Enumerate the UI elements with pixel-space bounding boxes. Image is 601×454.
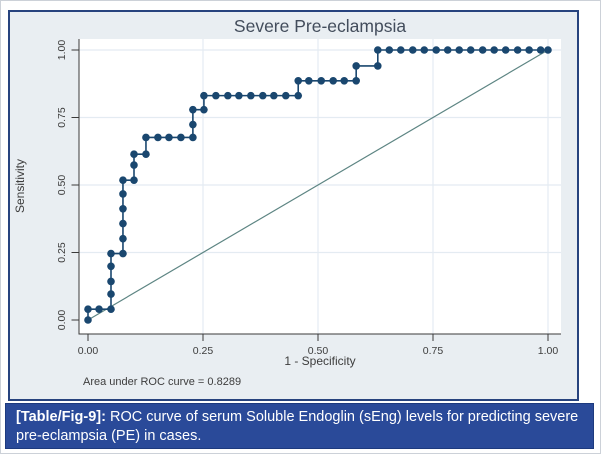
roc-point: [432, 46, 441, 54]
roc-point: [119, 249, 127, 258]
roc-point: [329, 76, 337, 85]
roc-point: [235, 91, 243, 100]
auc-note: Area under ROC curve = 0.8289: [83, 376, 241, 388]
y-tick-label: 1.00: [56, 40, 68, 61]
roc-point: [177, 133, 185, 142]
roc-point: [154, 133, 162, 142]
roc-point: [294, 91, 303, 100]
roc-point: [107, 262, 115, 271]
x-tick-label: 1.00: [538, 345, 559, 357]
roc-point: [544, 46, 552, 54]
roc-point: [455, 46, 464, 54]
x-tick-label: 0.25: [193, 345, 214, 357]
roc-point: [95, 305, 103, 314]
roc-point: [224, 91, 232, 100]
y-axis-title: Sensitivity: [13, 159, 27, 213]
roc-point: [84, 305, 92, 314]
roc-point: [317, 76, 326, 85]
roc-point: [420, 46, 429, 54]
roc-point: [443, 46, 452, 54]
roc-point: [200, 91, 208, 100]
roc-point: [119, 234, 127, 243]
roc-point: [374, 62, 382, 70]
roc-point: [490, 46, 498, 54]
roc-point: [119, 219, 127, 228]
y-tick-label: 0.75: [56, 107, 68, 128]
roc-point: [352, 76, 360, 85]
roc-point: [165, 133, 173, 142]
chart-title: Severe Pre-eclampsia: [234, 16, 406, 36]
figure-caption-text: ROC curve of serum Soluble Endoglin (sEn…: [16, 409, 579, 445]
roc-point: [119, 176, 127, 184]
roc-point: [119, 190, 127, 198]
roc-point: [189, 133, 197, 142]
roc-point: [513, 46, 522, 54]
roc-point: [397, 46, 405, 54]
roc-point: [130, 176, 138, 184]
roc-point: [340, 76, 349, 85]
figure-caption: [Table/Fig-9]: ROC curve of serum Solubl…: [5, 403, 594, 449]
roc-point: [107, 277, 115, 286]
roc-point: [270, 91, 278, 100]
roc-point: [189, 120, 197, 129]
roc-point: [84, 316, 92, 324]
roc-figure-panel: 0.00 0.00 0.25 0.25 0.50 0.50 0.75 0.75 1.00 1.00…: [8, 10, 579, 401]
roc-point: [200, 105, 208, 114]
x-axis-title: 1 - Specificity: [284, 354, 355, 368]
roc-point: [525, 46, 533, 54]
plot-area: [79, 39, 561, 334]
figure-caption-label: [Table/Fig-9]:: [16, 409, 106, 425]
y-tick-label: 0.25: [56, 242, 68, 263]
roc-point: [536, 46, 545, 54]
roc-point: [466, 46, 475, 54]
roc-point: [294, 76, 303, 85]
y-tick-label: 0.00: [56, 310, 68, 331]
roc-point: [259, 91, 267, 100]
x-tick-label: 0.75: [423, 345, 444, 357]
roc-point: [374, 46, 382, 54]
roc-point: [501, 46, 510, 54]
roc-point: [130, 150, 138, 159]
roc-point: [189, 105, 197, 114]
roc-point: [385, 46, 394, 54]
roc-chart: 0.00 0.00 0.25 0.25 0.50 0.50 0.75 0.75 1.00 1.00…: [13, 16, 561, 388]
y-tick-label: 0.50: [56, 175, 68, 196]
roc-point: [282, 91, 290, 100]
roc-point: [478, 46, 487, 54]
roc-point: [119, 204, 127, 213]
roc-point: [408, 46, 417, 54]
x-tick-label: 0.50: [308, 345, 329, 357]
roc-point: [107, 290, 115, 298]
roc-point: [142, 133, 150, 142]
reference-line: [87, 49, 549, 321]
roc-point: [130, 161, 138, 169]
roc-point: [142, 150, 150, 159]
roc-point: [352, 62, 360, 70]
roc-point: [305, 76, 313, 85]
roc-point: [107, 305, 115, 314]
x-tick-label: 0.00: [78, 345, 99, 357]
roc-point: [247, 91, 255, 100]
roc-point: [107, 249, 115, 258]
roc-point: [212, 91, 220, 100]
